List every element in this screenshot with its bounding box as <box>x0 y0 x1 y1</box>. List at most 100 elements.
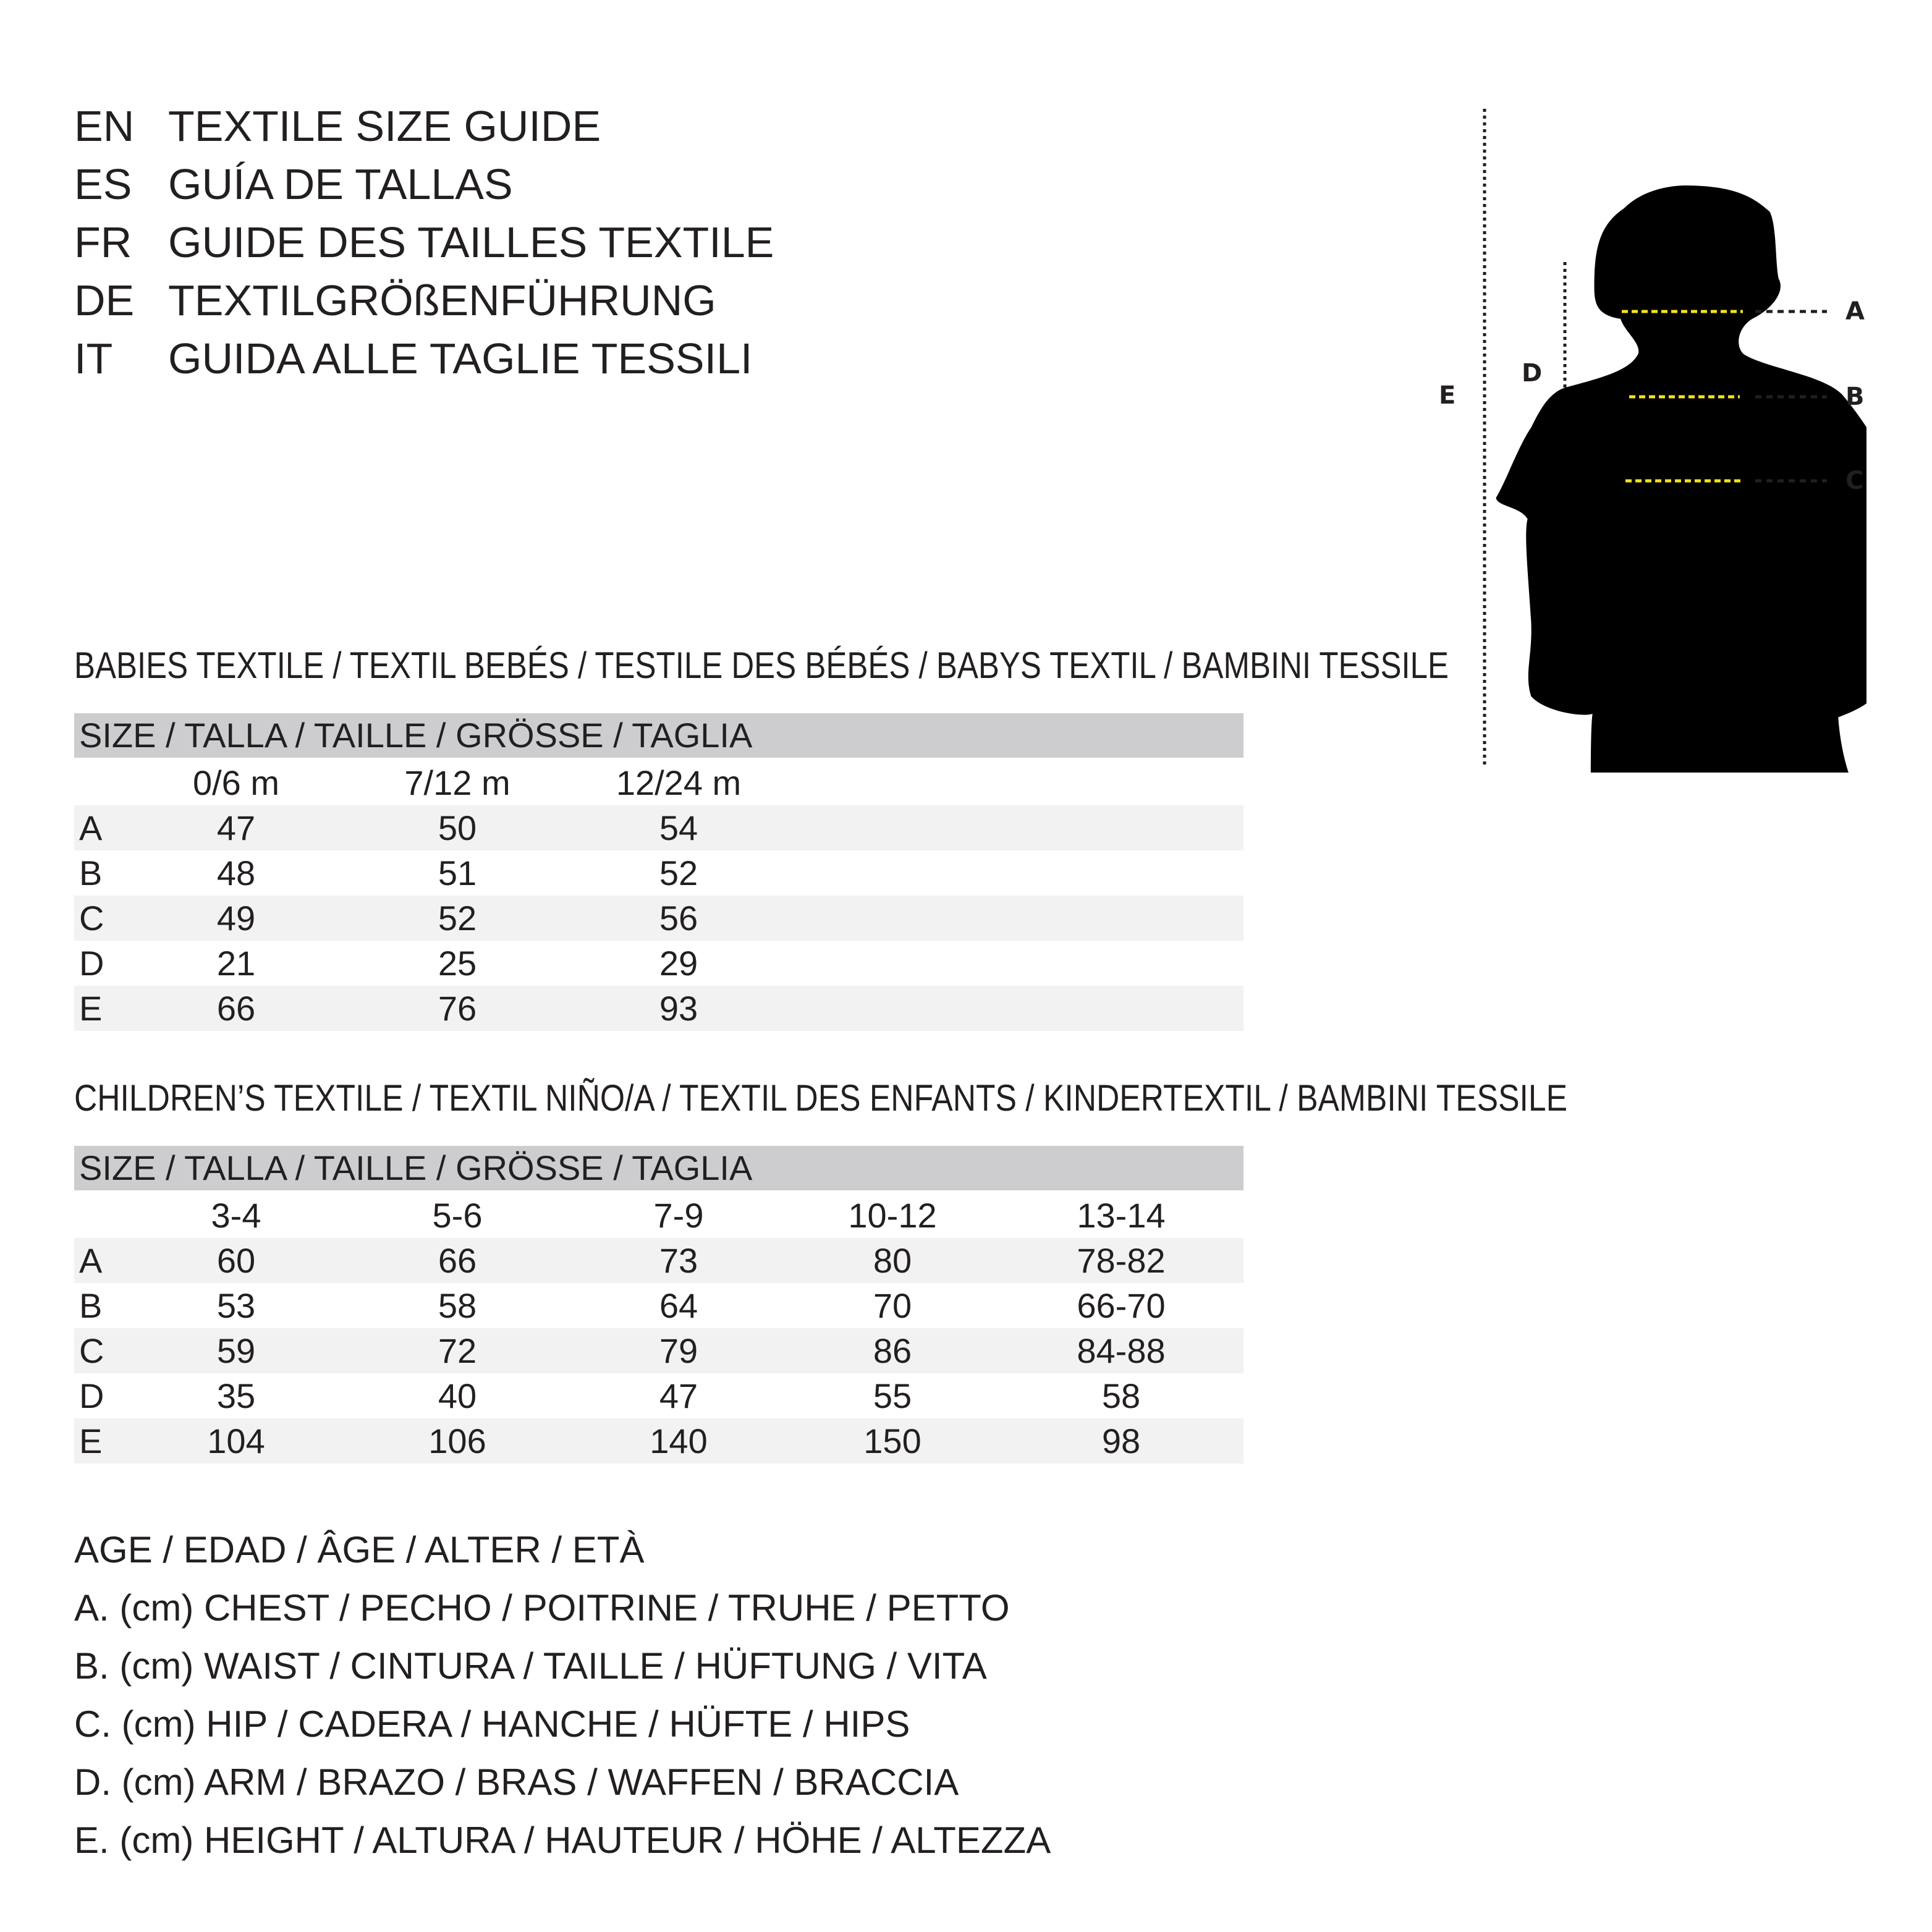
children-size-table: SIZE / TALLA / TAILLE / GRÖSSE / TAGLIA 3… <box>74 1146 1244 1464</box>
child-silhouette <box>1496 185 1866 773</box>
title-line: DE TEXTILGRÖßENFÜHRUNG <box>74 271 1001 329</box>
guide-title: TEXTILGRÖßENFÜHRUNG <box>168 276 716 324</box>
child-measurement-figure <box>1483 109 1866 773</box>
children-section-title: CHILDREN’S TEXTILE / TEXTIL NIÑO/A / TEX… <box>74 1077 1567 1119</box>
table-cell: 49 <box>216 899 256 938</box>
legend-item: D. (cm) ARM / BRAZO / BRAS / WAFFEN / BR… <box>74 1761 959 1803</box>
table-cell: 70 <box>873 1286 912 1325</box>
table-cell: 76 <box>438 989 477 1028</box>
guide-title: GUIDE DES TAILLES TEXTILE <box>168 218 774 266</box>
measurement-legend: AGE / EDAD / ÂGE / ALTER / ETÀ A. (cm) CH… <box>74 1521 1310 1870</box>
row-label: C <box>79 1331 104 1370</box>
table-cell: 40 <box>438 1376 477 1415</box>
table-cell: 25 <box>438 944 477 983</box>
table-cell: 60 <box>216 1241 256 1280</box>
title-line: FR GUIDE DES TAILLES TEXTILE <box>74 213 1001 271</box>
table-row: B 48 51 52 <box>74 850 1244 896</box>
column-header: 7/12 m <box>404 763 511 802</box>
language-code: ES <box>74 160 132 208</box>
babies-section-title: BABIES TEXTILE / TEXTIL BEBÉS / TESTILE … <box>74 645 1449 686</box>
column-header: 7-9 <box>653 1196 704 1235</box>
guide-title: GUÍA DE TALLAS <box>168 160 513 208</box>
legend-item: E. (cm) HEIGHT / ALTURA / HAUTEUR / HÖHE… <box>74 1820 1051 1861</box>
column-header: 5-6 <box>432 1196 483 1235</box>
table-row: C 49 52 56 <box>74 896 1244 941</box>
babies-section-title-text: BABIES TEXTILE / TEXTIL BEBÉS / TESTILE … <box>74 645 1449 686</box>
table-row: D 35 40 47 55 58 <box>74 1373 1244 1418</box>
language-code: IT <box>74 334 113 383</box>
table-cell: 58 <box>1101 1376 1141 1415</box>
table-row: D 21 25 29 <box>74 941 1244 986</box>
column-header-row: 0/6 m 7/12 m 12/24 m <box>74 760 1244 805</box>
table-row: E 104 106 140 150 98 <box>74 1418 1244 1464</box>
table-cell: 51 <box>438 854 477 892</box>
table-cell: 66 <box>438 1241 477 1280</box>
table-cell: 47 <box>216 808 256 847</box>
table-cell: 150 <box>863 1421 922 1460</box>
table-cell: 48 <box>216 854 256 892</box>
table-cell: 104 <box>207 1421 265 1460</box>
children-section-title-text: CHILDREN’S TEXTILE / TEXTIL NIÑO/A / TEX… <box>74 1077 1567 1119</box>
table-cell: 64 <box>659 1286 698 1325</box>
legend-item: C. (cm) HIP / CADERA / HANCHE / HÜFTE / … <box>74 1703 910 1745</box>
table-cell: 53 <box>216 1286 256 1325</box>
label-c: C <box>1845 467 1864 495</box>
column-header: 12/24 m <box>616 763 742 802</box>
label-d: D <box>1522 359 1543 388</box>
row-label: E <box>79 989 103 1028</box>
babies-size-table: SIZE / TALLA / TAILLE / GRÖSSE / TAGLIA 0… <box>74 713 1244 1031</box>
column-header-row: 3-4 5-6 7-9 10-12 13-14 <box>74 1193 1244 1238</box>
table-cell: 93 <box>659 989 698 1028</box>
size-header-bar: SIZE / TALLA / TAILLE / GRÖSSE / TAGLIA <box>74 713 1244 758</box>
row-label: D <box>79 944 104 983</box>
size-header-bar: SIZE / TALLA / TAILLE / GRÖSSE / TAGLIA <box>74 1146 1244 1190</box>
row-label: C <box>79 899 104 938</box>
guide-title: TEXTILE SIZE GUIDE <box>168 102 601 150</box>
table-cell: 35 <box>216 1376 256 1415</box>
table-cell: 106 <box>428 1421 486 1460</box>
table-cell: 29 <box>659 944 698 983</box>
table-cell: 72 <box>438 1331 477 1370</box>
table-cell: 86 <box>873 1331 912 1370</box>
row-label: A <box>79 1241 103 1280</box>
table-cell: 66-70 <box>1077 1286 1166 1325</box>
language-code: EN <box>74 102 135 150</box>
legend-item: AGE / EDAD / ÂGE / ALTER / ETÀ <box>74 1529 645 1570</box>
table-cell: 66 <box>216 989 256 1028</box>
language-code: FR <box>74 218 132 266</box>
table-cell: 98 <box>1101 1421 1141 1460</box>
label-e: E <box>1439 381 1456 410</box>
row-label: A <box>79 808 103 847</box>
title-line: ES GUÍA DE TALLAS <box>74 155 1001 213</box>
column-header: 0/6 m <box>192 763 280 802</box>
label-a: A <box>1845 297 1865 326</box>
table-row: B 53 58 64 70 66-70 <box>74 1283 1244 1328</box>
title-line: EN TEXTILE SIZE GUIDE <box>74 97 1001 155</box>
table-cell: 54 <box>659 808 698 847</box>
table-row: A 47 50 54 <box>74 805 1244 850</box>
table-cell: 52 <box>438 899 477 938</box>
legend-item: B. (cm) WAIST / CINTURA / TAILLE / HÜFTU… <box>74 1645 987 1687</box>
table-cell: 21 <box>216 944 256 983</box>
table-cell: 79 <box>659 1331 698 1370</box>
table-cell: 80 <box>873 1241 912 1280</box>
table-cell: 58 <box>438 1286 477 1325</box>
row-label: E <box>79 1421 103 1460</box>
label-b: B <box>1845 383 1865 411</box>
column-header: 3-4 <box>211 1196 261 1235</box>
legend-item: A. (cm) CHEST / PECHO / POITRINE / TRUHE… <box>74 1587 1010 1629</box>
table-cell: 78-82 <box>1077 1241 1166 1280</box>
table-cell: 52 <box>659 854 698 892</box>
table-cell: 73 <box>659 1241 698 1280</box>
title-line: IT GUIDA ALLE TAGLIE TESSILI <box>74 329 1001 388</box>
row-label: B <box>79 1286 103 1325</box>
table-cell: 59 <box>216 1331 256 1370</box>
table-row: C 59 72 79 86 84-88 <box>74 1328 1244 1373</box>
table-cell: 84-88 <box>1077 1331 1166 1370</box>
table-row: E 66 76 93 <box>74 986 1244 1031</box>
table-cell: 50 <box>438 808 477 847</box>
row-label: B <box>79 854 103 892</box>
table-cell: 55 <box>873 1376 912 1415</box>
table-cell: 47 <box>659 1376 698 1415</box>
row-label: D <box>79 1376 104 1415</box>
